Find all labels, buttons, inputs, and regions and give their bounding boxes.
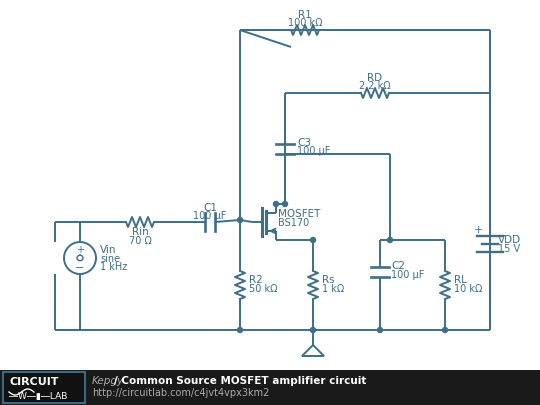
Text: 50 kΩ: 50 kΩ [249,284,278,294]
Text: RL: RL [454,275,467,285]
Text: 100 μF: 100 μF [193,211,227,221]
Text: +: + [474,225,483,235]
Text: VDD: VDD [498,235,521,245]
Text: Rin: Rin [132,227,148,237]
Text: RD: RD [367,73,382,83]
Text: 100 μF: 100 μF [297,147,330,156]
Text: http://circuitlab.com/c4jvt4vpx3km2: http://circuitlab.com/c4jvt4vpx3km2 [92,388,269,398]
Circle shape [238,328,242,333]
Circle shape [282,202,287,207]
Text: 1 kΩ: 1 kΩ [322,284,345,294]
Text: 100 μF: 100 μF [391,270,424,280]
Text: Vin: Vin [100,245,117,255]
Text: C1: C1 [203,203,217,213]
Text: 10 kΩ: 10 kΩ [454,284,482,294]
Circle shape [310,237,315,243]
Text: Kepgy: Kepgy [92,376,124,386]
Text: C3: C3 [297,138,311,147]
Text: MOSFET: MOSFET [278,209,320,219]
Text: 100 kΩ: 100 kΩ [288,18,322,28]
Text: +: + [76,245,84,255]
Text: BS170: BS170 [278,218,309,228]
Circle shape [238,217,242,222]
Text: 15 V: 15 V [498,244,520,254]
Text: / Common Source MOSFET amplifier circuit: / Common Source MOSFET amplifier circuit [114,376,366,386]
Bar [0,370,540,405]
Circle shape [442,328,448,333]
Text: 1 kHz: 1 kHz [100,262,127,272]
Text: sine: sine [100,254,120,264]
Circle shape [388,237,393,243]
Circle shape [273,202,279,207]
Text: C2: C2 [391,261,405,271]
Text: ―W―▮―LAB: ―W―▮―LAB [9,392,68,401]
Bar [3,372,85,403]
Text: R1: R1 [298,10,312,20]
Text: R2: R2 [249,275,263,285]
Circle shape [377,328,382,333]
Text: CIRCUIT: CIRCUIT [9,377,58,387]
Text: Rs: Rs [322,275,335,285]
Text: 70 Ω: 70 Ω [129,236,151,246]
Circle shape [310,328,315,333]
Text: −: − [75,262,85,273]
Text: 2.2 kΩ: 2.2 kΩ [359,81,391,91]
